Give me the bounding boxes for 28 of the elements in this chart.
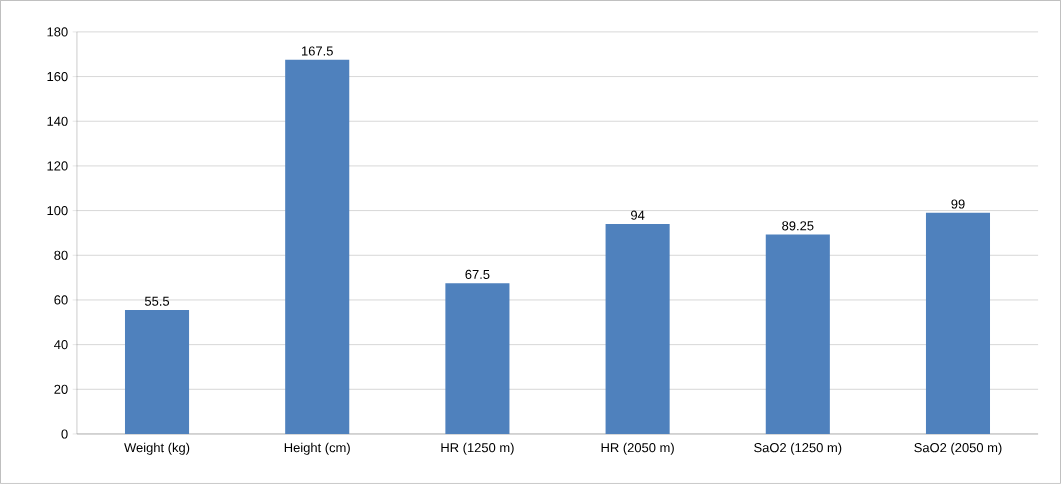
y-tick-label: 100	[47, 206, 68, 216]
data-label: 94	[631, 210, 645, 220]
bar	[765, 234, 830, 435]
x-tick-label: SaO2 (2050 m)	[914, 442, 1002, 455]
x-tick-label: SaO2 (1250 m)	[754, 442, 842, 455]
data-label: 89.25	[782, 221, 814, 231]
bar	[925, 212, 991, 435]
y-tick-label: 180	[47, 27, 68, 37]
y-tick-label: 140	[47, 116, 68, 126]
y-tick-label: 80	[54, 250, 68, 260]
x-tick-label: HR (2050 m)	[601, 442, 674, 455]
data-label: 55.5	[144, 296, 170, 306]
x-tick-label: HR (1250 m)	[441, 442, 514, 455]
bar	[605, 224, 670, 435]
data-label: 99	[951, 199, 965, 209]
x-tick-label: Height (cm)	[284, 442, 350, 455]
data-label: 167.5	[302, 46, 333, 56]
bar	[124, 310, 190, 435]
y-tick-label: 160	[47, 72, 68, 82]
data-label: 67.5	[465, 269, 490, 280]
y-tick-label: 120	[47, 161, 68, 171]
y-tick-label: 60	[54, 295, 68, 305]
x-tick-label: Weight (kg)	[124, 442, 190, 455]
bar	[445, 283, 510, 435]
y-tick-label: 20	[54, 384, 68, 394]
bar	[285, 59, 350, 435]
y-tick-label: 0	[61, 429, 68, 439]
y-tick-label: 40	[54, 340, 68, 350]
